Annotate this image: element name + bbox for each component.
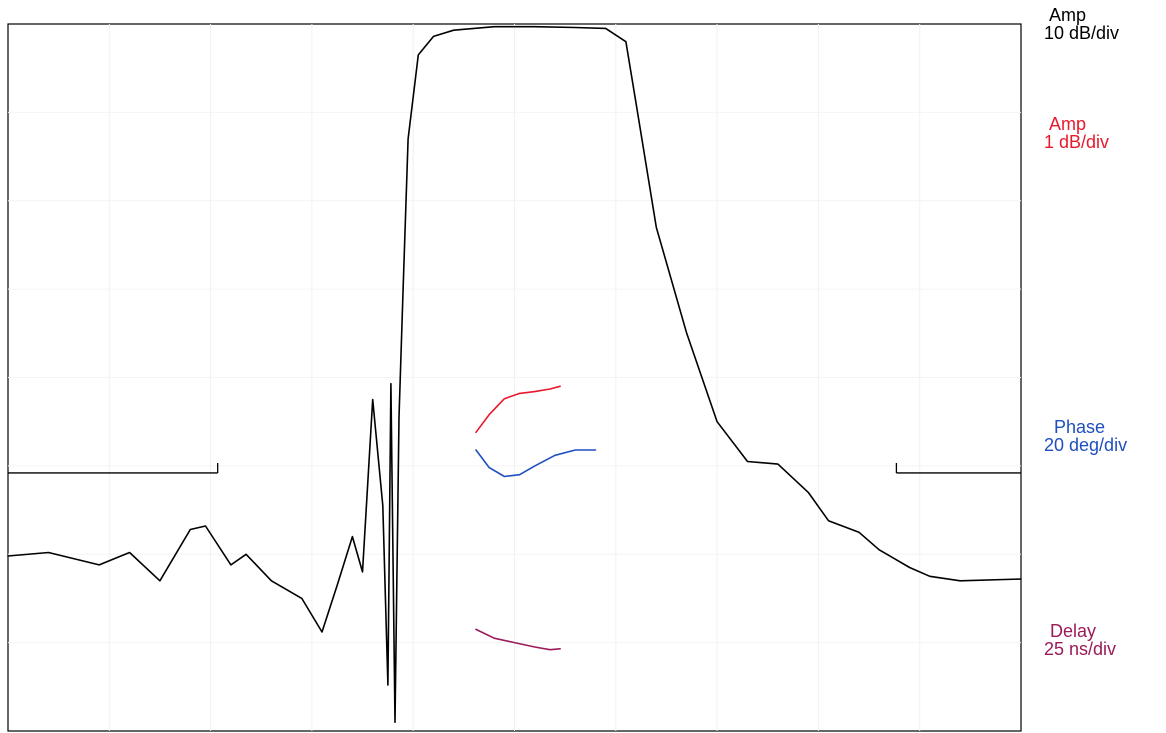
scale-label-phase: Phase 20 deg/div [1044,418,1127,454]
scale-label-phase-scale: 20 deg/div [1044,436,1127,454]
scale-label-amp-10db: Amp 10 dB/div [1044,6,1119,42]
series-line-phase [476,450,596,477]
scale-label-amp-1db: Amp 1 dB/div [1044,115,1109,151]
grid-lines [8,24,1021,731]
scale-label-phase-name: Phase [1044,418,1127,436]
scale-label-amp-1db-scale: 1 dB/div [1044,133,1109,151]
scale-label-amp-1db-name: Amp [1044,115,1109,133]
scale-label-amp-10db-scale: 10 dB/div [1044,24,1119,42]
series-line-amp1 [476,386,560,432]
series-line-delay [476,629,560,649]
marker-bracket-2 [896,463,1021,473]
marker-bracket-1 [8,463,218,473]
scale-label-delay: Delay 25 ns/div [1044,622,1116,658]
scale-label-delay-name: Delay [1044,622,1116,640]
scale-label-delay-scale: 25 ns/div [1044,640,1116,658]
scale-label-amp-10db-name: Amp [1044,6,1119,24]
